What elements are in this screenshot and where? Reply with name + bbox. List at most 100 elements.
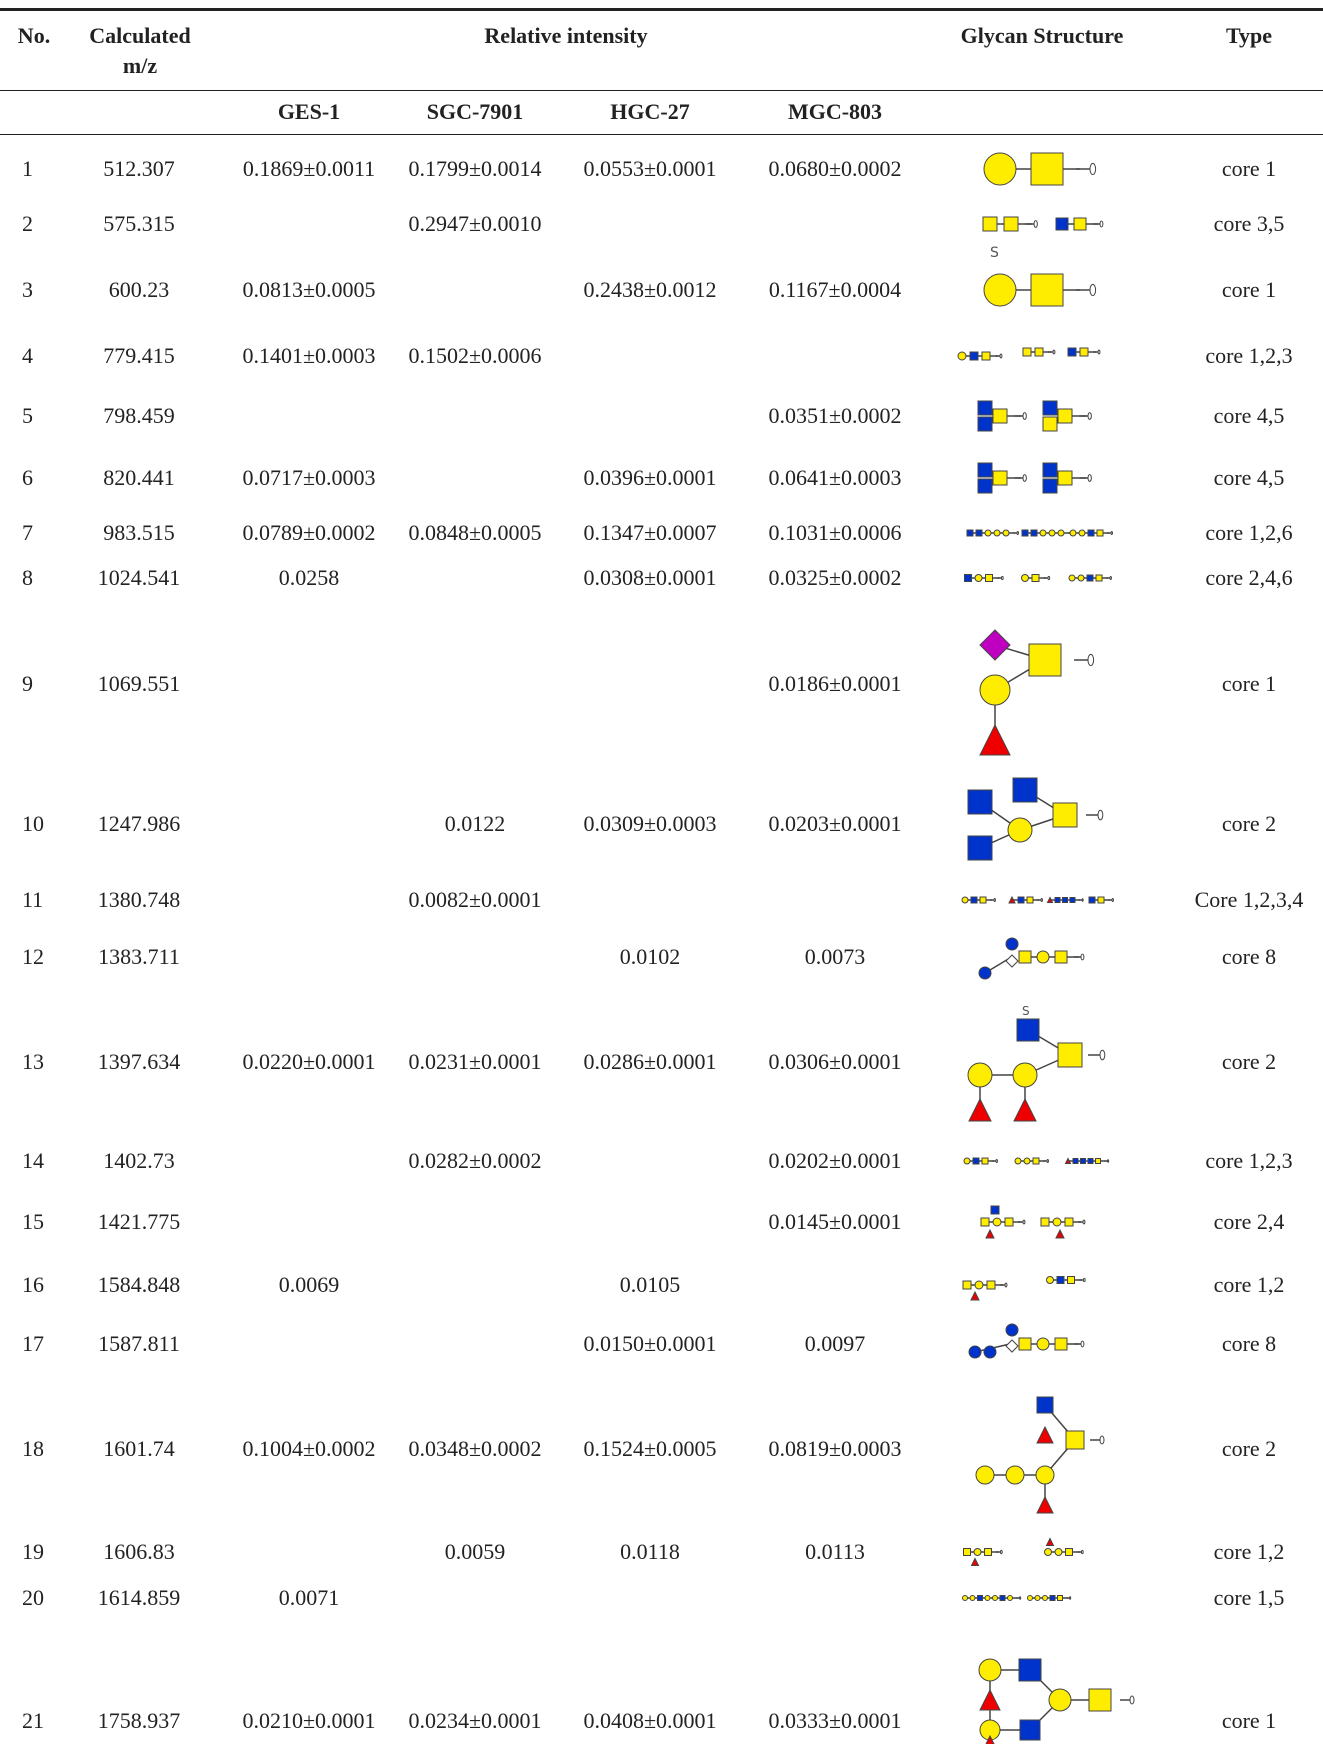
- cell: 1: [22, 156, 33, 181]
- cell: 0.0082±0.0001: [408, 887, 542, 912]
- glycan-shape: [1049, 1595, 1056, 1601]
- glycan-shape: [957, 351, 967, 361]
- glycan-shape: [962, 1595, 968, 1601]
- cell: 1383.711: [98, 944, 180, 969]
- cell: 0.2438±0.0012: [583, 277, 717, 302]
- glycan-shape: [1018, 1658, 1042, 1682]
- glycan-shape: [1065, 1548, 1073, 1556]
- glycan-shape: [963, 1157, 971, 1165]
- glycan-shape: [1067, 1276, 1075, 1284]
- glycan-shape: [1027, 1595, 1033, 1601]
- glycan-shape: [1031, 574, 1040, 582]
- glycan-shape: [1057, 1042, 1083, 1068]
- glycan-shape: [1057, 529, 1065, 537]
- glycan-shape: [1099, 1049, 1106, 1061]
- glycan-shape: [1016, 1018, 1040, 1042]
- cell: 983.515: [103, 520, 175, 545]
- glycan-shape: [969, 1595, 976, 1601]
- glycan-shape: [1040, 898, 1043, 902]
- cell: 18: [22, 1436, 44, 1461]
- glycan-shape: [1014, 1157, 1022, 1165]
- glycan-shape: [1109, 576, 1112, 580]
- glycan-shape: [1001, 575, 1004, 581]
- glycan-shape: [978, 1658, 1002, 1682]
- glycan-shape: S: [1022, 1004, 1030, 1018]
- glycan-shape: [1005, 1339, 1019, 1353]
- glycan-shape: [1073, 217, 1087, 231]
- glycan-shape: [1004, 1217, 1014, 1227]
- cell: core 1,5: [1213, 1585, 1285, 1610]
- glycan-shape: [983, 273, 1017, 307]
- cell: core 4,5: [1213, 465, 1285, 490]
- cell: 0.1167±0.0004: [768, 277, 902, 302]
- glycan-shape: [1022, 412, 1027, 420]
- glycan-shape: [985, 1734, 995, 1744]
- glycan-shape: [1054, 1337, 1068, 1351]
- cell: 0.0348±0.0002: [408, 1436, 542, 1461]
- cell: 4: [22, 343, 33, 368]
- glycan-shape: [981, 1157, 989, 1165]
- glycan-shape: [1087, 529, 1095, 537]
- glycan-shape: [1082, 1219, 1086, 1225]
- cell: 0.0308±0.0001: [583, 565, 717, 590]
- glycan-shape: [1005, 1465, 1025, 1485]
- glycan-shape: [1012, 1062, 1038, 1088]
- glycan-shape: [1042, 416, 1058, 432]
- cell: 1601.74: [103, 1436, 175, 1461]
- glycan-shape: [1089, 283, 1097, 297]
- cell: 11: [22, 887, 44, 912]
- glycan-shape: [1002, 529, 1010, 537]
- cell: 0.1502±0.0006: [408, 343, 542, 368]
- subheader-rule: [0, 134, 1323, 135]
- header-rule: [0, 90, 1323, 91]
- cell: 12: [22, 944, 44, 969]
- cell: HGC-27: [610, 99, 690, 124]
- glycan-shape: [1022, 1219, 1026, 1225]
- cell: 0.0234±0.0001: [408, 1708, 542, 1733]
- glycan-shape: [1004, 1282, 1008, 1288]
- glycan-shape: [1089, 162, 1097, 176]
- glycan-shape: [992, 470, 1008, 486]
- glycan-shape: [1087, 412, 1092, 420]
- cell: 600.23: [108, 277, 170, 302]
- cell: core 1: [1221, 1708, 1277, 1733]
- glycan-shape: [1019, 1596, 1022, 1600]
- glycan-shape: [1088, 1688, 1112, 1712]
- glycan-shape: [1065, 1430, 1085, 1450]
- cell: 0.0351±0.0002: [768, 403, 902, 428]
- glycan-shape: [1008, 895, 1016, 904]
- glycan-shape: [1042, 462, 1058, 478]
- glycan-shape: [1032, 1157, 1040, 1165]
- cell: 2: [22, 211, 33, 236]
- glycan-shape: [1018, 950, 1032, 964]
- glycan-shape: [964, 574, 972, 582]
- glycan-shape: [1034, 1595, 1041, 1601]
- glycan-shape: [1079, 347, 1089, 357]
- cell: 8: [22, 565, 33, 590]
- glycan-shape: [1097, 349, 1101, 355]
- glycan-shape: [1000, 1549, 1003, 1555]
- glycan-shape: [963, 1548, 971, 1556]
- glycan-shape: [1069, 1596, 1072, 1600]
- cell: 7: [22, 520, 33, 545]
- cell: core 2,4: [1213, 1209, 1285, 1234]
- glycan-shape: [1013, 1097, 1037, 1122]
- glycan-shape: [993, 529, 1001, 537]
- glycan-shape: [1111, 898, 1114, 902]
- cell: 0.0122: [444, 811, 506, 836]
- glycan-shape: [1017, 896, 1025, 904]
- cell: 0.0813±0.0005: [242, 277, 376, 302]
- glycan-shape: [1003, 216, 1019, 232]
- glycan-shape: [1044, 1548, 1052, 1556]
- glycan-shape: [1069, 897, 1076, 903]
- cell: 0.0105: [619, 1272, 681, 1297]
- glycan-shape: [1099, 220, 1104, 228]
- cell: 5: [22, 403, 33, 428]
- glycan-shape: [1036, 950, 1050, 964]
- cell: 1421.775: [97, 1209, 181, 1234]
- cell: 0.0210±0.0001: [242, 1708, 376, 1733]
- cell: core 1,2,3: [1205, 1148, 1293, 1173]
- glycan-shape: [1034, 347, 1044, 357]
- cell: 21: [22, 1708, 44, 1733]
- cell: 9: [22, 671, 33, 696]
